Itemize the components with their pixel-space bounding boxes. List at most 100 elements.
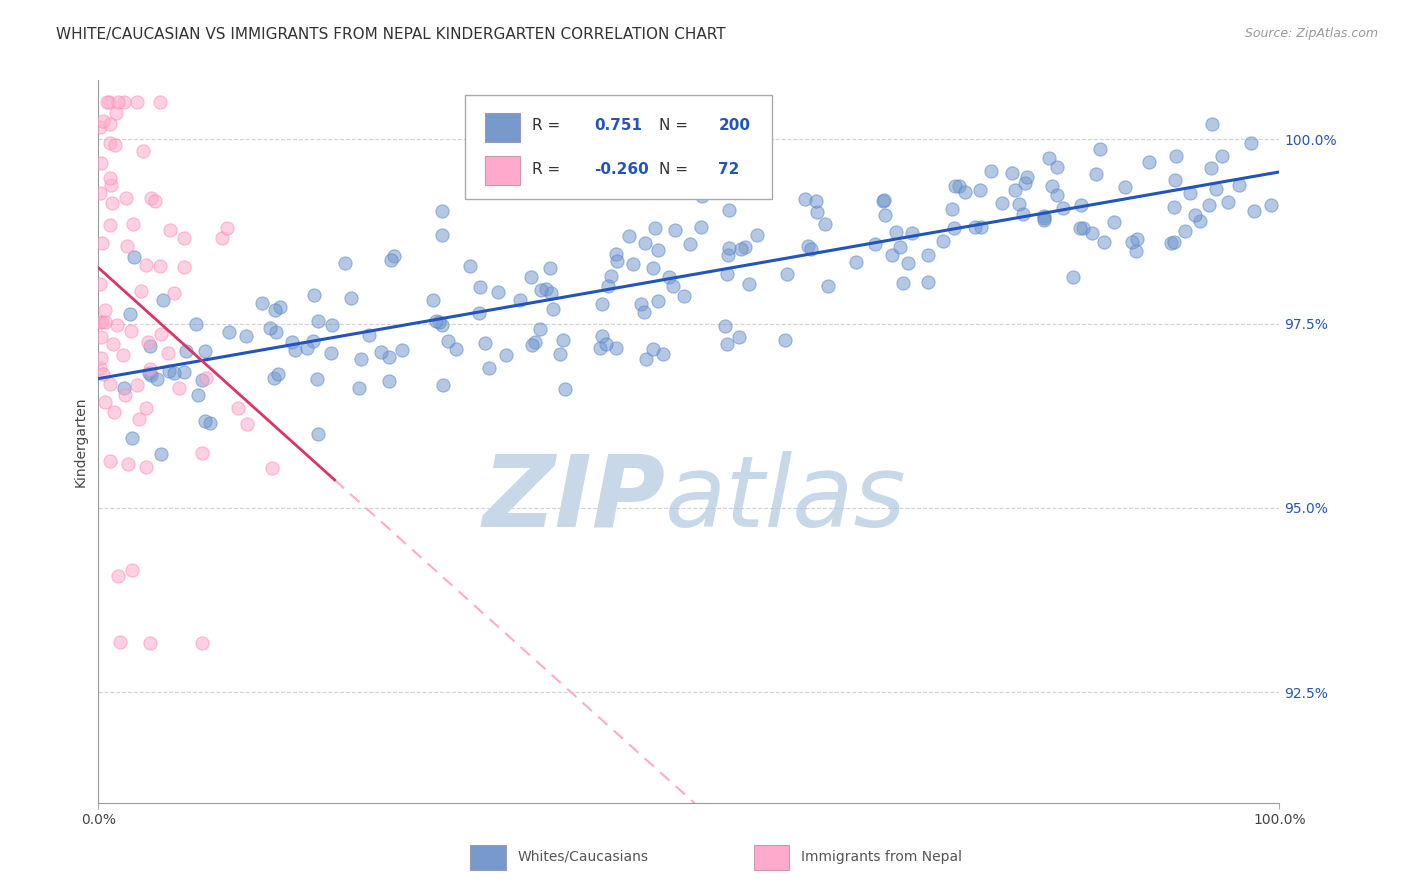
Point <box>107 95 129 110</box>
Point <box>1069 221 1091 235</box>
Point <box>432 377 454 392</box>
Point <box>173 260 195 274</box>
Point <box>211 231 233 245</box>
Point <box>319 345 342 359</box>
Text: -0.260: -0.260 <box>595 161 650 177</box>
Point <box>1184 208 1206 222</box>
Point <box>873 208 896 222</box>
Point <box>522 338 544 352</box>
Point <box>606 254 628 268</box>
Point <box>886 225 908 239</box>
Point <box>380 252 402 267</box>
Point <box>647 293 669 308</box>
Point <box>991 195 1014 210</box>
Point <box>598 279 620 293</box>
Point <box>540 285 562 300</box>
Point <box>529 321 551 335</box>
Point <box>817 279 839 293</box>
Point <box>90 156 112 170</box>
Point <box>980 164 1002 178</box>
Point <box>1174 224 1197 238</box>
Text: R =: R = <box>531 119 560 133</box>
Point <box>897 256 920 270</box>
Point <box>339 292 361 306</box>
Point <box>969 220 991 235</box>
Point <box>1092 235 1115 250</box>
Point <box>1201 117 1223 131</box>
Point <box>112 348 135 362</box>
Bar <box>485 156 520 185</box>
Point <box>595 336 617 351</box>
Point <box>1033 211 1056 226</box>
Point <box>468 280 491 294</box>
Point <box>917 275 939 289</box>
Point <box>103 405 125 419</box>
Point <box>89 186 111 200</box>
Point <box>605 247 627 261</box>
Point <box>305 372 328 386</box>
Point <box>226 401 249 416</box>
Point <box>173 231 195 245</box>
Point <box>636 352 658 367</box>
Point <box>468 306 491 320</box>
Point <box>745 227 768 242</box>
Point <box>163 286 186 301</box>
Point <box>730 242 752 256</box>
Point <box>98 117 121 131</box>
Point <box>98 376 121 391</box>
Point <box>524 334 547 349</box>
Point <box>122 218 145 232</box>
Point <box>149 259 172 273</box>
Point <box>664 223 686 237</box>
Point <box>217 221 239 235</box>
Point <box>98 453 121 467</box>
Point <box>717 248 740 262</box>
Point <box>138 339 160 353</box>
Point <box>121 563 143 577</box>
Point <box>1211 149 1233 163</box>
Point <box>1011 207 1033 221</box>
Point <box>495 348 517 362</box>
Text: Immigrants from Nepal: Immigrants from Nepal <box>801 850 962 864</box>
Point <box>321 318 343 332</box>
Point <box>157 364 180 378</box>
Point <box>880 248 903 262</box>
Point <box>114 388 136 402</box>
Point <box>370 345 392 359</box>
Point <box>673 289 696 303</box>
Point <box>174 344 197 359</box>
Point <box>134 401 156 415</box>
Point <box>534 282 557 296</box>
Point <box>943 178 966 193</box>
Point <box>1240 136 1263 150</box>
Point <box>1227 178 1250 192</box>
Point <box>105 318 128 332</box>
Point <box>1243 204 1265 219</box>
Point <box>647 244 669 258</box>
Point <box>634 236 657 251</box>
Point <box>115 191 138 205</box>
Point <box>150 447 173 461</box>
Point <box>727 330 749 344</box>
Point <box>1125 244 1147 259</box>
Point <box>120 308 142 322</box>
Point <box>173 365 195 379</box>
Point <box>437 334 460 349</box>
Point <box>187 387 209 401</box>
Point <box>377 375 399 389</box>
Point <box>120 324 142 338</box>
Point <box>747 180 769 194</box>
Point <box>1017 170 1039 185</box>
Point <box>1085 167 1108 181</box>
Point <box>236 417 259 431</box>
Point <box>872 194 894 209</box>
Text: N =: N = <box>659 161 689 177</box>
Point <box>717 241 740 255</box>
Text: N =: N = <box>659 119 689 133</box>
Point <box>652 347 675 361</box>
Point <box>644 221 666 235</box>
Point <box>190 446 212 460</box>
Point <box>1137 155 1160 169</box>
Point <box>1198 198 1220 212</box>
Point <box>152 293 174 307</box>
